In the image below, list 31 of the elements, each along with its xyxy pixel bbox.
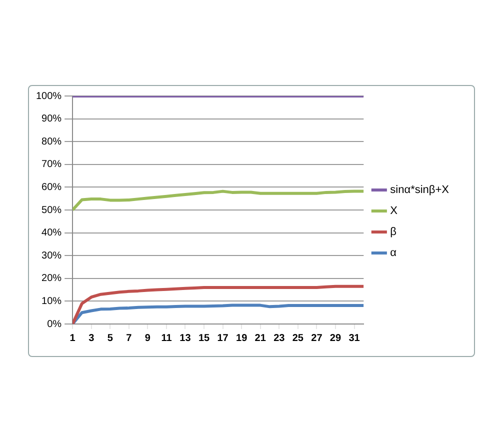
x-tick-label: 27 bbox=[311, 332, 323, 344]
legend-label: β bbox=[390, 226, 396, 238]
x-tick-label: 5 bbox=[107, 332, 114, 344]
x-tick-label: 1 bbox=[70, 332, 76, 344]
legend-label: α bbox=[390, 247, 398, 260]
y-tick-label: 70% bbox=[42, 159, 62, 170]
y-tick-label: 10% bbox=[42, 296, 62, 307]
y-tick-label: 100% bbox=[36, 90, 62, 102]
y-tick-label: 0% bbox=[47, 318, 62, 330]
x-tick-label: 17 bbox=[217, 332, 229, 344]
y-tick-label: 90% bbox=[42, 114, 62, 125]
y-tick-label: 60% bbox=[42, 182, 62, 193]
y-tick-label: 30% bbox=[42, 250, 62, 262]
y-tick-label: 50% bbox=[42, 204, 62, 216]
x-tick-label: 29 bbox=[330, 332, 342, 344]
x-tick-label: 19 bbox=[236, 332, 248, 344]
x-tick-label: 9 bbox=[144, 332, 151, 344]
x-tick-label: 13 bbox=[180, 332, 192, 344]
legend-label: sinα*sinβ+X bbox=[390, 184, 450, 196]
x-tick-label: 25 bbox=[292, 332, 304, 344]
x-tick-label: 15 bbox=[198, 332, 210, 344]
x-tick-label: 11 bbox=[161, 332, 172, 344]
x-tick-label: 7 bbox=[126, 332, 132, 344]
legend-label: X bbox=[390, 205, 398, 218]
x-tick-label: 23 bbox=[274, 332, 286, 344]
y-tick-label: 20% bbox=[42, 273, 62, 284]
y-tick-label: 80% bbox=[42, 136, 62, 148]
x-tick-label: 31 bbox=[348, 332, 360, 344]
x-tick-label: 21 bbox=[254, 332, 266, 344]
x-tick-label: 3 bbox=[88, 332, 95, 344]
y-tick-label: 40% bbox=[42, 228, 62, 239]
